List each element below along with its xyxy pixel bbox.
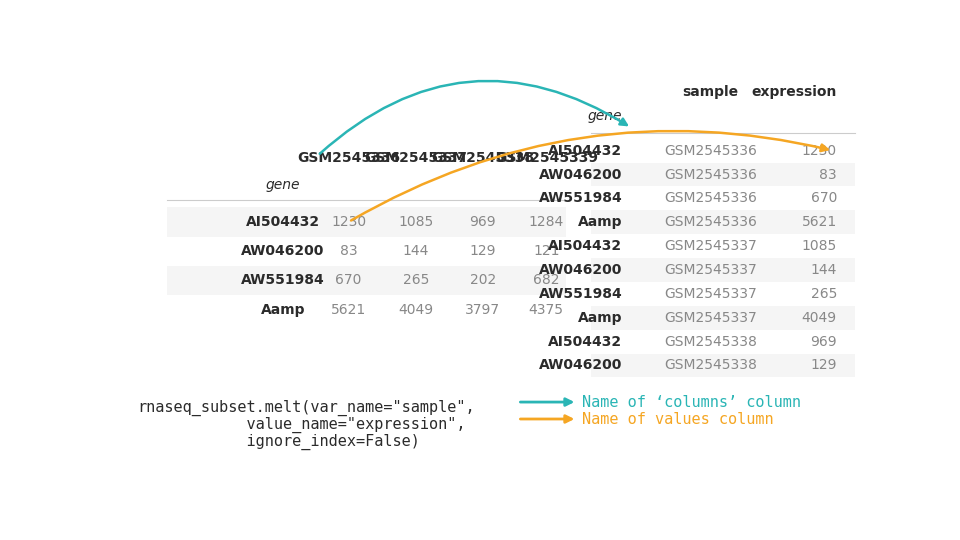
Bar: [591, 354, 854, 377]
Text: 1230: 1230: [802, 144, 837, 158]
Text: 682: 682: [533, 273, 560, 287]
Text: AW046200: AW046200: [539, 263, 622, 277]
Text: 4049: 4049: [398, 302, 434, 316]
Text: AW551984: AW551984: [539, 287, 622, 301]
Bar: [591, 306, 854, 330]
Text: 144: 144: [810, 263, 837, 277]
Text: 969: 969: [810, 335, 837, 349]
Text: Aamp: Aamp: [260, 302, 305, 316]
Text: GSM2545337: GSM2545337: [664, 239, 756, 253]
Text: gene: gene: [266, 178, 300, 192]
Text: 5621: 5621: [331, 302, 367, 316]
Text: GSM2545337: GSM2545337: [664, 263, 756, 277]
Bar: [591, 210, 854, 234]
Text: 129: 129: [810, 359, 837, 373]
Text: AI504432: AI504432: [548, 335, 622, 349]
Text: 265: 265: [403, 273, 429, 287]
Text: gene: gene: [588, 109, 622, 123]
Text: ignore_index=False): ignore_index=False): [137, 434, 420, 450]
Text: 1230: 1230: [331, 215, 366, 229]
Text: sample: sample: [683, 85, 738, 99]
Text: AW046200: AW046200: [539, 167, 622, 181]
Text: 670: 670: [335, 273, 362, 287]
Text: GSM2545338: GSM2545338: [431, 151, 535, 165]
Text: GSM2545336: GSM2545336: [664, 144, 757, 158]
Text: 1284: 1284: [529, 215, 564, 229]
Text: 129: 129: [469, 244, 496, 258]
Text: GSM2545336: GSM2545336: [664, 191, 757, 205]
Text: AW046200: AW046200: [241, 244, 324, 258]
Text: GSM2545336: GSM2545336: [664, 215, 757, 230]
Text: 265: 265: [810, 287, 837, 301]
Text: 1085: 1085: [398, 215, 434, 229]
Text: 121: 121: [533, 244, 560, 258]
Text: 670: 670: [810, 191, 837, 205]
Text: 3797: 3797: [466, 302, 500, 316]
Text: rnaseq_subset.melt(var_name="sample",: rnaseq_subset.melt(var_name="sample",: [137, 400, 474, 416]
Text: AI504432: AI504432: [246, 215, 320, 229]
Bar: [166, 266, 565, 295]
Bar: [166, 207, 565, 237]
Text: 83: 83: [340, 244, 357, 258]
Text: 4049: 4049: [802, 310, 837, 325]
Text: 83: 83: [819, 167, 837, 181]
Text: GSM2545336: GSM2545336: [298, 151, 400, 165]
Text: AW046200: AW046200: [539, 359, 622, 373]
Text: Aamp: Aamp: [578, 310, 622, 325]
Text: 1085: 1085: [802, 239, 837, 253]
Text: 969: 969: [469, 215, 496, 229]
Text: AI504432: AI504432: [548, 144, 622, 158]
Text: 202: 202: [469, 273, 495, 287]
Text: GSM2545338: GSM2545338: [664, 359, 757, 373]
Text: 5621: 5621: [802, 215, 837, 230]
Text: 4375: 4375: [529, 302, 564, 316]
Text: AW551984: AW551984: [539, 191, 622, 205]
Text: AW551984: AW551984: [241, 273, 324, 287]
Text: GSM2545339: GSM2545339: [494, 151, 598, 165]
Text: Name of values column: Name of values column: [582, 411, 774, 427]
Text: value_name="expression",: value_name="expression",: [137, 417, 466, 433]
Text: Name of ‘columns’ column: Name of ‘columns’ column: [582, 395, 801, 409]
Text: GSM2545337: GSM2545337: [664, 310, 756, 325]
Text: GSM2545338: GSM2545338: [664, 335, 757, 349]
Text: AI504432: AI504432: [548, 239, 622, 253]
Text: GSM2545337: GSM2545337: [365, 151, 468, 165]
Bar: [591, 163, 854, 186]
Text: 144: 144: [403, 244, 429, 258]
Text: Aamp: Aamp: [578, 215, 622, 230]
Text: expression: expression: [752, 85, 837, 99]
Bar: [591, 258, 854, 282]
Text: GSM2545336: GSM2545336: [664, 167, 757, 181]
Text: GSM2545337: GSM2545337: [664, 287, 756, 301]
